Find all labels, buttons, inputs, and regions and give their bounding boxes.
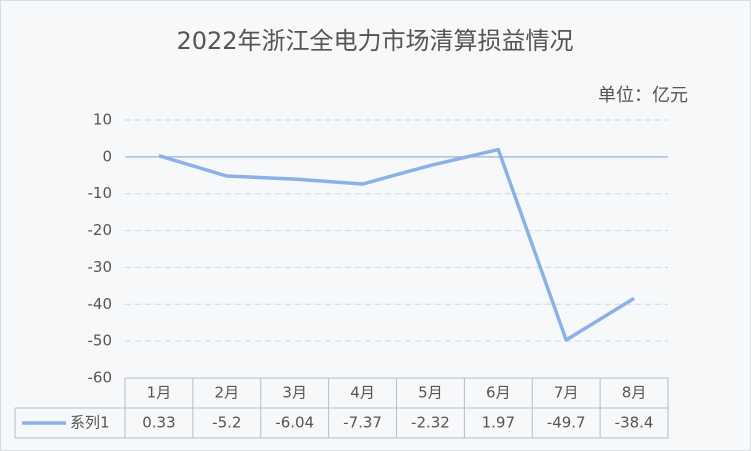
table-value: -49.7: [547, 414, 586, 432]
table-value: -5.2: [212, 414, 241, 432]
legend-label: 系列1: [70, 414, 110, 432]
y-tick-label: 0: [102, 147, 112, 165]
x-tick-label: 7月: [554, 384, 579, 402]
y-tick-label: -50: [88, 332, 113, 350]
x-tick-label: 2月: [215, 384, 240, 402]
x-tick-label: 3月: [282, 384, 307, 402]
table-value: -2.32: [411, 414, 450, 432]
series-line: [158, 147, 635, 342]
x-tick-label: 4月: [350, 384, 375, 402]
y-tick-label: -30: [88, 258, 113, 276]
y-tick-label: -60: [88, 369, 113, 387]
x-tick-label: 6月: [486, 384, 511, 402]
y-tick-label: -20: [88, 221, 113, 239]
table-value: 1.97: [482, 414, 515, 432]
y-tick-label: -40: [88, 295, 113, 313]
x-tick-label: 1月: [147, 384, 172, 402]
table-value: 0.33: [142, 414, 175, 432]
x-tick-label: 8月: [622, 384, 647, 402]
table-value: -38.4: [615, 414, 654, 432]
y-tick-label: 10: [93, 111, 112, 129]
unit-note: 单位：亿元: [598, 85, 688, 106]
x-tick-label: 5月: [418, 384, 443, 402]
y-tick-label: -10: [88, 184, 113, 202]
table-value: -6.04: [275, 414, 314, 432]
table-value: -7.37: [343, 414, 382, 432]
chart-title: 2022年浙江全电力市场清算损益情况: [176, 27, 573, 55]
